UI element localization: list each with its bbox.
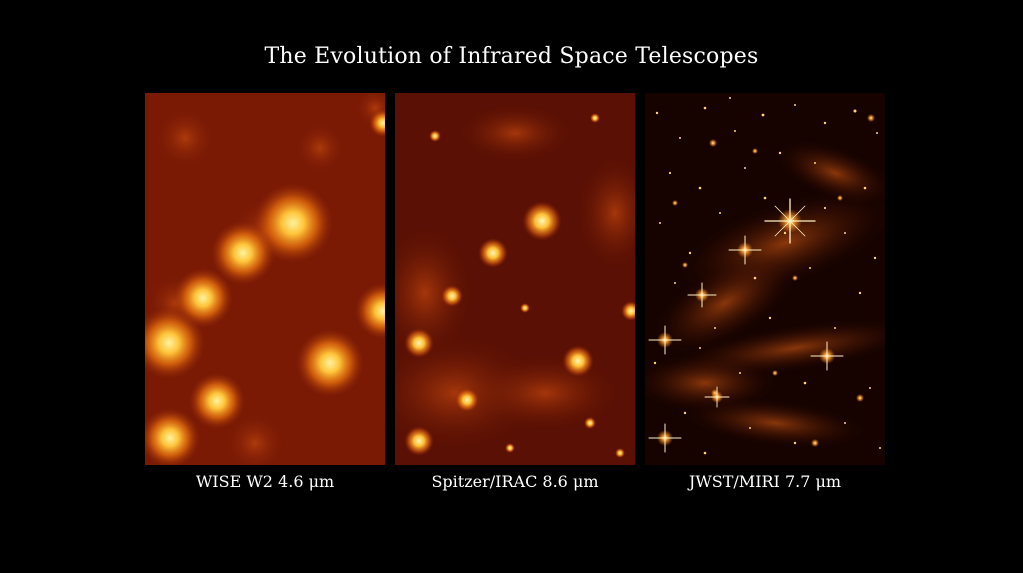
jwst-diffraction-star-3 [687,282,717,308]
jwst-nebula-filaments [645,141,885,447]
spitzer-caption: Spitzer/IRAC 8.6 μm [431,472,599,491]
jwst-diffraction-star-7 [648,423,682,453]
spitzer-image-panel [395,93,635,465]
jwst-bright-stars [648,198,844,453]
jwst-image-panel [645,93,885,465]
jwst-faint-stars [653,97,881,455]
jwst-caption: JWST/MIRI 7.7 μm [688,472,842,491]
jwst-diffraction-star-1 [764,198,816,244]
wise-caption: WISE W2 4.6 μm [195,472,335,491]
jwst-diffraction-star-4 [648,325,682,355]
spitzer-image [395,93,635,465]
spitzer-stars [404,113,635,458]
jwst-diffraction-star-5 [810,341,844,371]
jwst-diffraction-star-6 [704,386,730,408]
figure-title: The Evolution of Infrared Space Telescop… [264,44,759,69]
jwst-diffraction-star-2 [728,235,762,265]
wise-image [145,93,385,465]
jwst-image [645,93,885,465]
wise-image-panel [145,93,385,465]
jwst-medium-stars [672,114,875,447]
wise-bright-blobs [145,109,385,465]
